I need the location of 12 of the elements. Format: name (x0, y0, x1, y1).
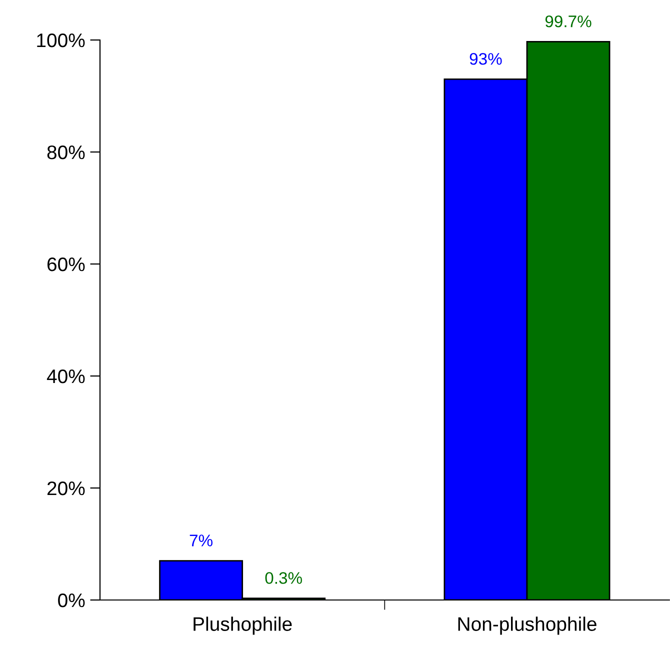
y-tick-label: 100% (37, 33, 85, 48)
y-tick-label: 80% (47, 145, 85, 160)
data-label: 99.7% (545, 15, 592, 28)
y-tick-label: 40% (46, 369, 85, 384)
y-tick-label: 60% (47, 257, 85, 272)
data-label: 93% (470, 52, 502, 65)
data-label: 7% (190, 534, 213, 546)
x-tick-label: Plushophile (194, 616, 292, 635)
y-tick-label: 0% (58, 593, 85, 608)
y-tick-label: 20% (47, 481, 85, 496)
data-label: 0.3% (265, 572, 302, 584)
x-tick-label: Non-plushophile (458, 616, 596, 635)
